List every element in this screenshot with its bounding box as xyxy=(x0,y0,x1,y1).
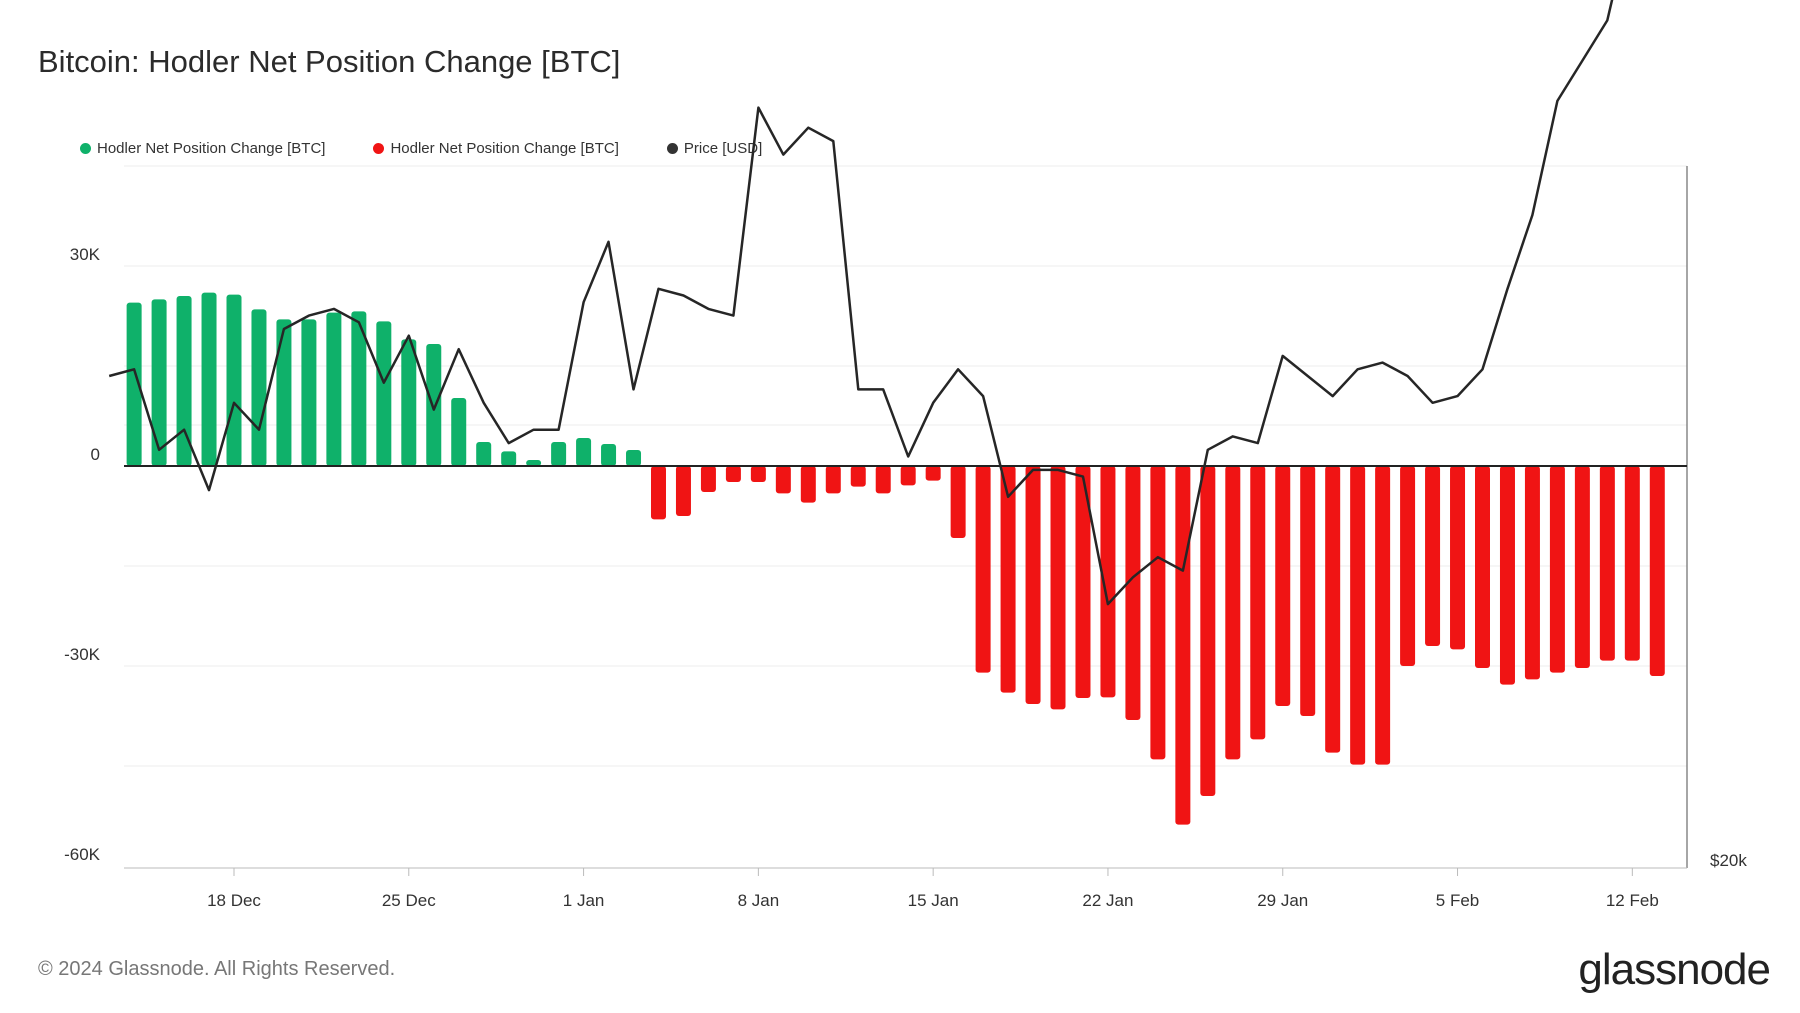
bar-negative xyxy=(875,466,891,494)
bar-positive xyxy=(476,442,492,466)
bar-negative xyxy=(1574,466,1590,668)
bar-negative xyxy=(1200,466,1216,796)
chart-title: Bitcoin: Hodler Net Position Change [BTC… xyxy=(38,44,621,79)
bar-negative xyxy=(700,466,716,492)
bar-negative xyxy=(775,466,791,494)
bar-negative xyxy=(1175,466,1191,825)
bar-negative xyxy=(1499,466,1515,685)
legend-label-negative: Hodler Net Position Change [BTC] xyxy=(390,140,619,157)
bar-negative xyxy=(1524,466,1540,680)
bar-negative xyxy=(1300,466,1316,716)
bar-positive xyxy=(376,321,392,466)
bar-positive xyxy=(201,292,217,466)
bar-negative xyxy=(1325,466,1341,753)
bar-negative xyxy=(1125,466,1141,720)
bar-negative xyxy=(1475,466,1490,668)
y-right-tick-label: $20k xyxy=(1710,851,1747,870)
bar-negative xyxy=(1624,466,1640,661)
bar-positive xyxy=(626,450,642,466)
legend-item-negative[interactable]: Hodler Net Position Change [BTC] xyxy=(373,140,619,157)
bar-negative xyxy=(900,466,916,486)
bar-negative xyxy=(1599,466,1615,661)
x-tick-label: 12 Feb xyxy=(1606,891,1659,910)
copyright-text: © 2024 Glassnode. All Rights Reserved. xyxy=(38,958,396,980)
bar-positive xyxy=(126,302,142,466)
legend-dot-green-icon xyxy=(80,143,91,154)
legend-label-positive: Hodler Net Position Change [BTC] xyxy=(97,140,326,157)
bar-positive xyxy=(276,319,292,466)
bar-positive xyxy=(551,442,567,466)
bar-positive xyxy=(351,311,367,466)
bar-negative xyxy=(1050,466,1066,710)
bar-negative xyxy=(1350,466,1366,765)
bar-negative xyxy=(1375,466,1391,765)
bar-negative xyxy=(1075,466,1091,698)
legend: Hodler Net Position Change [BTC] Hodler … xyxy=(80,140,762,157)
bar-negative xyxy=(725,466,741,482)
x-tick-label: 5 Feb xyxy=(1436,891,1479,910)
bar-negative xyxy=(1000,466,1016,693)
bar-positive xyxy=(426,344,442,466)
bar-positive xyxy=(301,319,317,466)
bar-negative xyxy=(1450,466,1466,650)
legend-dot-red-icon xyxy=(373,143,385,154)
bar-positive xyxy=(526,460,542,466)
bar-negative xyxy=(800,466,816,503)
bar-negative xyxy=(750,466,766,482)
bar-negative xyxy=(1400,466,1416,666)
x-tick-label: 15 Jan xyxy=(908,891,959,910)
glassnode-logo: glassnode xyxy=(1578,945,1771,994)
bar-positive xyxy=(226,294,242,466)
x-tick-label: 18 Dec xyxy=(207,891,261,910)
bar-negative xyxy=(1425,466,1441,646)
y-tick-label: -30K xyxy=(64,645,101,664)
price-line xyxy=(108,0,1614,606)
y-tick-label: -60K xyxy=(64,845,101,864)
bar-positive xyxy=(576,438,592,466)
legend-item-positive[interactable]: Hodler Net Position Change [BTC] xyxy=(80,140,325,157)
bar-negative xyxy=(1225,466,1241,760)
bar-positive xyxy=(451,398,467,466)
legend-dot-black-icon xyxy=(666,143,678,154)
bar-positive xyxy=(251,309,267,466)
x-tick-label: 1 Jan xyxy=(563,891,605,910)
bar-positive xyxy=(151,299,167,466)
bar-negative xyxy=(650,466,666,520)
y-tick-label: 30K xyxy=(70,245,101,264)
bar-negative xyxy=(975,466,991,673)
bar-positive xyxy=(401,339,417,466)
bar-negative xyxy=(1100,466,1116,698)
x-tick-label: 8 Jan xyxy=(738,891,780,910)
bar-negative xyxy=(1250,466,1266,740)
bar-negative xyxy=(950,466,966,538)
bar-positive xyxy=(501,451,517,466)
legend-item-price[interactable]: Price [USD] xyxy=(666,140,763,157)
bar-negative xyxy=(925,466,941,481)
y-tick-label: 0 xyxy=(91,445,100,464)
bar-negative xyxy=(675,466,691,516)
bar-negative xyxy=(1649,466,1665,676)
bar-negative xyxy=(1025,466,1041,704)
bar-negative xyxy=(825,466,841,494)
bar-negative xyxy=(1275,466,1291,706)
bar-negative xyxy=(1549,466,1565,673)
x-tick-label: 29 Jan xyxy=(1257,891,1308,910)
x-tick-label: 22 Jan xyxy=(1082,891,1133,910)
bar-negative xyxy=(850,466,866,487)
x-tick-label: 25 Dec xyxy=(382,891,436,910)
bar-positive xyxy=(326,312,342,466)
bar-positive xyxy=(176,296,192,466)
bar-positive xyxy=(601,444,617,466)
bar-negative xyxy=(1150,466,1166,760)
legend-label-price: Price [USD] xyxy=(683,140,763,157)
